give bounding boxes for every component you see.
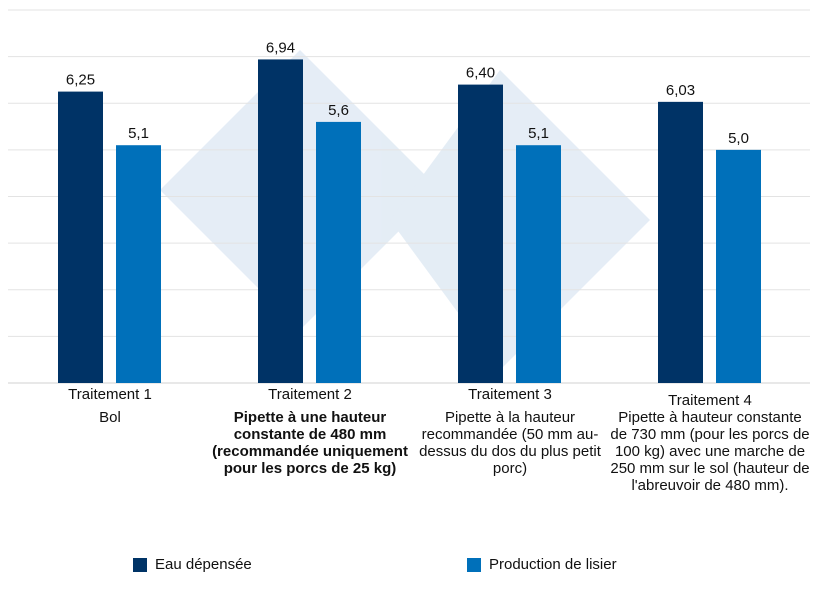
legend-item-eau: Eau dépensée — [133, 556, 252, 573]
bar — [58, 91, 103, 383]
data-label: 6,03 — [666, 82, 695, 99]
legend-item-lisier: Production de lisier — [467, 556, 617, 573]
tick-label: Traitement 1 — [68, 386, 152, 403]
legend-label: Eau dépensée — [155, 556, 252, 573]
category-label: Traitement 3 Pipette à la hauteur recomma… — [410, 386, 610, 477]
category-description: Bol — [99, 409, 121, 426]
category-label: Traitement 1 Bol — [10, 386, 210, 426]
data-label: 6,25 — [66, 72, 95, 89]
data-label: 6,94 — [266, 39, 295, 56]
watermark — [160, 50, 650, 370]
bar — [658, 101, 703, 383]
tick-label: Traitement 3 — [468, 386, 552, 403]
bar — [258, 59, 303, 384]
category-label: Traitement 2 Pipette à une hauteur consta… — [210, 386, 410, 477]
data-label: 5,1 — [128, 125, 149, 142]
category-description: Pipette à une hauteur constante de 480 m… — [212, 409, 408, 477]
category-description: Pipette à la hauteur recommandée (50 mm … — [419, 409, 601, 477]
legend-swatch — [133, 557, 147, 572]
category-label: Traitement 4 Pipette à hauteur constante … — [610, 392, 810, 494]
data-label: 5,0 — [728, 130, 749, 147]
category-description: Pipette à hauteur constante de 730 mm (p… — [610, 409, 810, 494]
bar-chart: 6,25 5,1 6,94 5,6 6,40 5,1 6,03 5,0 — [8, 9, 810, 384]
tick-label: Traitement 2 — [268, 386, 352, 403]
bar — [516, 145, 561, 383]
tick-label: Traitement 4 — [668, 392, 752, 409]
bar — [458, 84, 503, 383]
legend-swatch — [467, 557, 481, 572]
data-label: 5,6 — [328, 102, 349, 119]
bar — [116, 145, 161, 383]
bar — [716, 149, 761, 383]
data-label: 5,1 — [528, 125, 549, 142]
legend-label: Production de lisier — [489, 556, 617, 573]
bar — [316, 121, 361, 384]
data-label: 6,40 — [466, 65, 495, 82]
